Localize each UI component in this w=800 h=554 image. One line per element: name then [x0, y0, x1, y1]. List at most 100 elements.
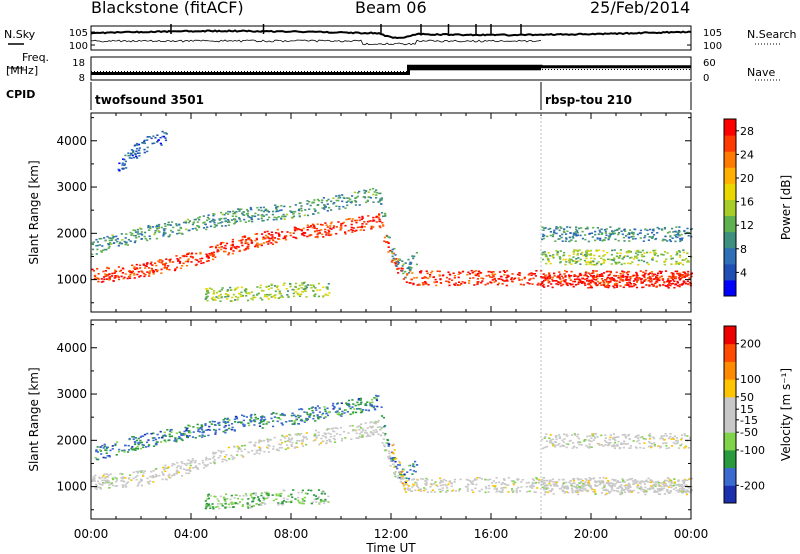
velocity-echo	[471, 482, 474, 485]
power-echo	[564, 263, 567, 266]
velocity-echo	[260, 492, 263, 494]
power-echo	[240, 239, 243, 242]
velocity-echo	[308, 416, 311, 418]
power-echo	[683, 276, 687, 278]
power-echo	[164, 262, 168, 265]
velocity-echo	[320, 437, 323, 440]
velocity-echo	[545, 445, 549, 448]
power-echo	[586, 226, 589, 229]
power-echo	[114, 270, 118, 273]
power-echo	[224, 217, 227, 220]
velocity-echo	[684, 490, 687, 493]
power-echo	[393, 247, 396, 250]
power-echo	[597, 249, 600, 252]
velocity-echo	[341, 410, 344, 413]
power-echo	[268, 240, 271, 242]
power-echo	[203, 221, 206, 224]
velocity-echo	[586, 490, 589, 493]
power-echo	[412, 257, 415, 260]
velocity-echo	[641, 480, 644, 482]
velocity-echo	[256, 449, 259, 452]
power-echo	[164, 137, 167, 139]
power-echo	[185, 228, 188, 231]
velocity-echo	[327, 411, 330, 414]
power-echo	[435, 281, 438, 283]
velocity-echo	[651, 485, 654, 488]
velocity-echo	[425, 483, 428, 485]
power-echo	[211, 255, 214, 258]
power-echo	[651, 258, 654, 260]
power-echo	[585, 257, 588, 260]
velocity-echo	[589, 486, 592, 488]
power-echo	[240, 286, 244, 289]
velocity-echo	[577, 490, 580, 492]
velocity-echo	[105, 449, 108, 452]
power-echo	[285, 235, 288, 237]
power-echo	[263, 295, 266, 298]
velocity-echo	[95, 484, 98, 487]
power-echo	[235, 215, 238, 218]
velocity-echo	[281, 504, 285, 506]
velocity-echo	[369, 421, 372, 424]
velocity-echo	[258, 422, 262, 424]
power-echo	[652, 284, 655, 287]
velocity-echo	[360, 410, 363, 412]
velocity-echo	[555, 483, 558, 486]
velocity-echo	[188, 430, 191, 432]
power-echo	[608, 285, 611, 287]
velocity-echo	[612, 436, 615, 439]
velocity-echo	[600, 492, 603, 494]
velocity-echo	[555, 481, 558, 484]
velocity-echo	[324, 433, 327, 435]
power-echo	[375, 194, 378, 196]
power-echo	[305, 286, 308, 289]
power-echo	[655, 280, 658, 283]
velocity-echo	[624, 491, 627, 494]
velocity-echo	[600, 444, 603, 446]
velocity-echo	[581, 488, 584, 490]
velocity-echo	[155, 441, 158, 443]
velocity-echo	[406, 471, 409, 473]
velocity-echo	[101, 476, 104, 479]
velocity-echo	[162, 468, 165, 471]
velocity-echo	[170, 435, 173, 438]
velocity-echo	[650, 485, 653, 487]
power-echo	[563, 280, 566, 283]
velocity-echo	[337, 411, 340, 414]
power-echo	[654, 238, 657, 241]
power-echo	[322, 197, 325, 199]
power-echo	[604, 232, 607, 234]
power-echo	[191, 223, 194, 226]
velocity-echo	[230, 423, 234, 425]
velocity-echo	[191, 460, 194, 462]
velocity-echo	[242, 456, 245, 458]
power-echo	[583, 282, 586, 285]
power-echo	[325, 200, 328, 202]
power-echo	[272, 295, 275, 298]
velocity-echo	[94, 487, 97, 489]
velocity-echo	[259, 419, 262, 422]
power-echo	[674, 276, 678, 278]
velocity-echo	[613, 441, 617, 444]
power-echo	[132, 156, 135, 159]
power-echo	[543, 234, 546, 237]
velocity-echo	[584, 478, 587, 480]
velocity-echo	[648, 441, 651, 443]
power-echo	[627, 284, 630, 286]
power-echo	[661, 239, 664, 242]
velocity-echo	[152, 445, 156, 447]
power-echo	[390, 261, 393, 263]
velocity-echo	[525, 485, 528, 488]
velocity-echo	[188, 425, 192, 427]
velocity-echo	[608, 482, 611, 484]
power-echo	[304, 287, 307, 290]
power-echo	[559, 278, 562, 280]
velocity-echo	[320, 492, 323, 495]
power-echo	[554, 280, 557, 282]
power-echo	[230, 246, 233, 249]
power-echo	[635, 255, 638, 258]
power-echo	[572, 232, 575, 234]
velocity-echo	[487, 484, 490, 487]
power-echo	[181, 265, 184, 267]
velocity-echo	[489, 478, 492, 481]
